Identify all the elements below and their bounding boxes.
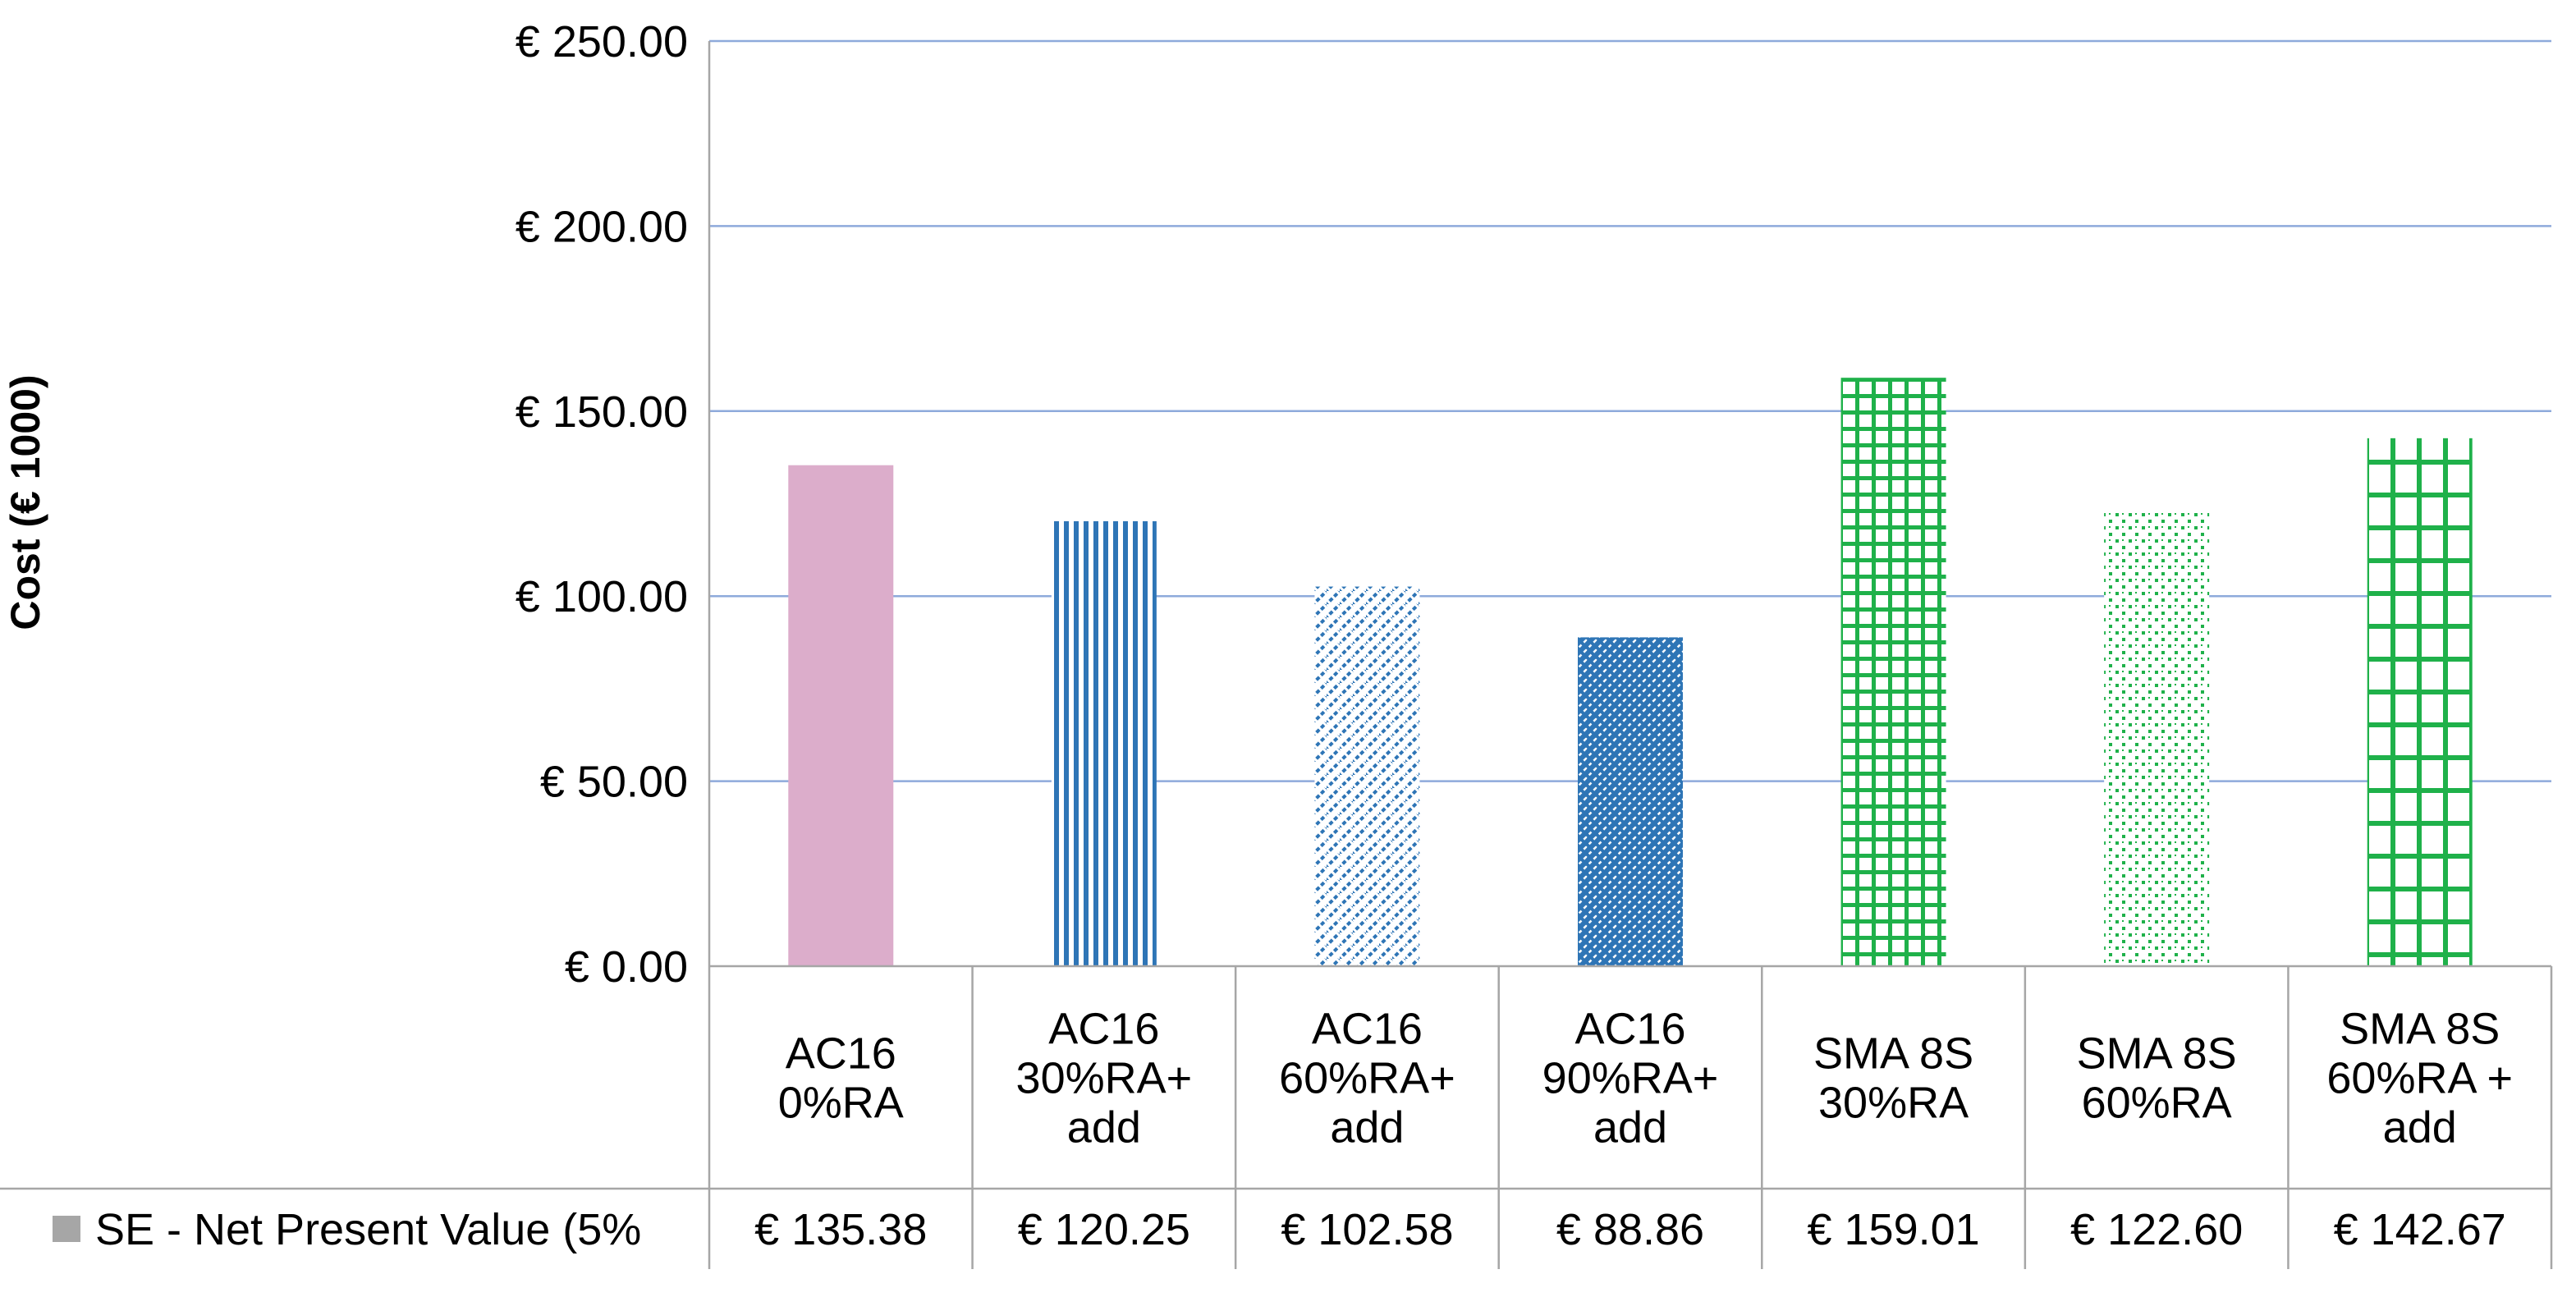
bar bbox=[788, 465, 894, 966]
bar bbox=[1578, 637, 1683, 966]
bar bbox=[2104, 512, 2210, 966]
x-tick-label: add bbox=[1593, 1103, 1667, 1153]
x-tick-label: SMA 8S bbox=[1813, 1029, 1973, 1079]
bar bbox=[1314, 586, 1420, 966]
x-tick-label: 0%RA bbox=[778, 1079, 904, 1128]
x-tick-label: AC16 bbox=[786, 1029, 896, 1079]
data-table-value: € 142.67 bbox=[2334, 1205, 2506, 1254]
data-table-value: € 122.60 bbox=[2070, 1205, 2243, 1254]
y-tick-label: € 250.00 bbox=[516, 17, 688, 66]
y-tick-label: € 150.00 bbox=[516, 387, 688, 437]
y-axis-title: Cost (€ 1000) bbox=[2, 374, 48, 630]
category-labels: AC160%RAAC1630%RA+addAC1660%RA+addAC1690… bbox=[778, 1005, 2513, 1153]
gridlines bbox=[709, 39, 2551, 782]
x-tick-label: add bbox=[1067, 1103, 1141, 1153]
x-tick-label: SMA 8S bbox=[2340, 1005, 2500, 1054]
x-tick-label: 60%RA + bbox=[2326, 1054, 2513, 1103]
y-tick-label: € 0.00 bbox=[565, 942, 688, 992]
data-table-value: € 88.86 bbox=[1556, 1205, 1704, 1254]
data-table-value: € 120.25 bbox=[1018, 1205, 1190, 1254]
axes bbox=[708, 41, 2551, 1269]
x-tick-label: AC16 bbox=[1574, 1005, 1685, 1054]
legend-label: SE - Net Present Value (5% bbox=[95, 1205, 641, 1254]
bar bbox=[1840, 378, 1946, 966]
x-tick-label: 60%RA bbox=[2082, 1079, 2232, 1128]
x-tick-label: AC16 bbox=[1048, 1005, 1159, 1054]
y-tick-label: € 200.00 bbox=[516, 202, 688, 251]
x-tick-label: SMA 8S bbox=[2077, 1029, 2237, 1079]
data-table-value: € 135.38 bbox=[754, 1205, 927, 1254]
bars bbox=[788, 378, 2473, 966]
y-tick-label: € 100.00 bbox=[516, 572, 688, 621]
x-tick-label: add bbox=[2383, 1103, 2457, 1153]
x-tick-label: 60%RA+ bbox=[1279, 1054, 1455, 1103]
data-table-value: € 102.58 bbox=[1281, 1205, 1453, 1254]
data-table: SE - Net Present Value (5% € 135.38 € 120.… bbox=[0, 966, 2553, 1269]
x-tick-label: add bbox=[1330, 1103, 1404, 1153]
data-table-value: € 159.01 bbox=[1807, 1205, 1979, 1254]
x-tick-label: AC16 bbox=[1312, 1005, 1423, 1054]
bar bbox=[1051, 520, 1157, 966]
y-tick-label: € 50.00 bbox=[540, 758, 688, 807]
x-tick-label: 90%RA+ bbox=[1542, 1054, 1719, 1103]
y-axis-ticks: € 0.00 € 50.00 € 100.00 € 150.00 € 200.00 € 2… bbox=[516, 17, 688, 992]
x-tick-label: 30%RA bbox=[1818, 1079, 1969, 1128]
legend-swatch bbox=[53, 1216, 80, 1242]
bar bbox=[2367, 438, 2473, 966]
x-tick-label: 30%RA+ bbox=[1016, 1054, 1193, 1103]
